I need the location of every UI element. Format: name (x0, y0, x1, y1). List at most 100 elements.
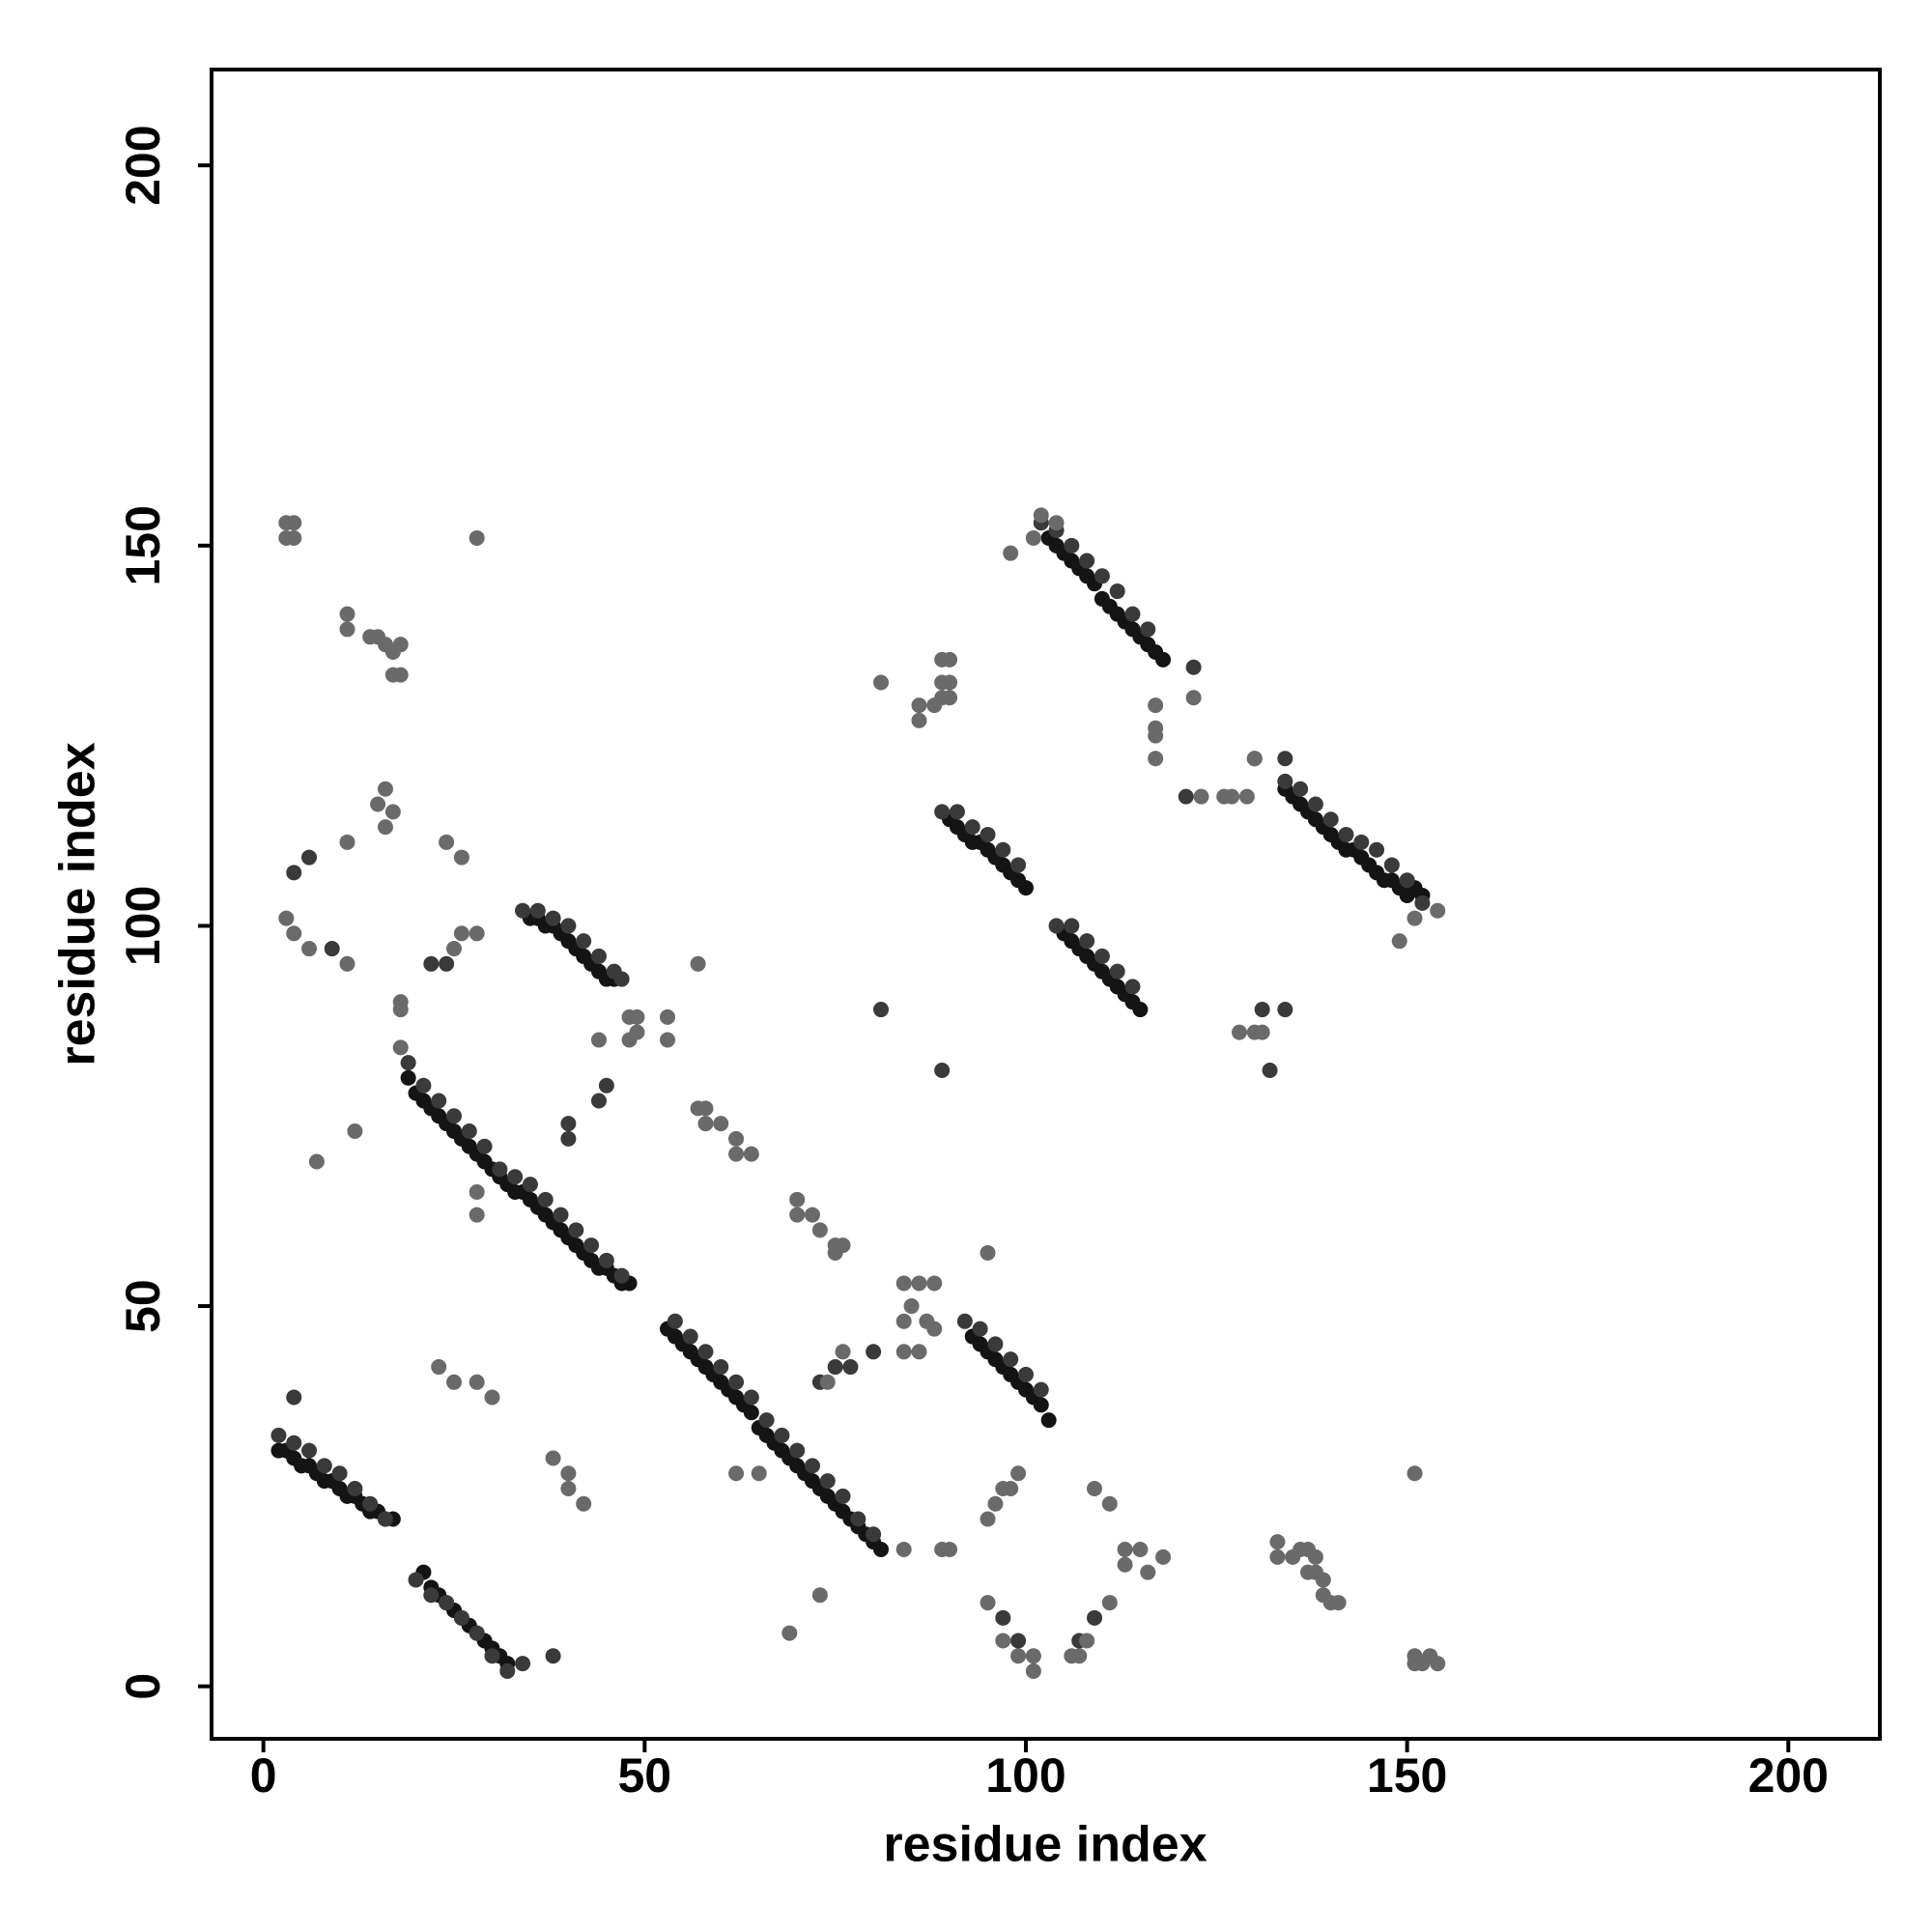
point (286, 529, 302, 546)
point (560, 918, 577, 934)
point (1148, 751, 1164, 767)
point (560, 1116, 577, 1132)
point (621, 1032, 638, 1048)
point (926, 1321, 943, 1337)
point (697, 1116, 714, 1132)
point (911, 697, 927, 714)
point (842, 1359, 859, 1376)
point (743, 1146, 759, 1162)
point (972, 1321, 988, 1337)
point (286, 1389, 302, 1406)
point (866, 1526, 882, 1543)
point (1010, 1465, 1027, 1482)
point (1109, 583, 1125, 600)
point (1430, 902, 1446, 919)
point (819, 1473, 836, 1490)
point (1094, 948, 1110, 964)
y-tick-label: 200 (116, 125, 170, 205)
point (445, 1108, 462, 1124)
point (1017, 1366, 1034, 1382)
point (1117, 1556, 1133, 1573)
point (484, 1648, 500, 1664)
point (347, 1122, 363, 1139)
point (1231, 1024, 1247, 1040)
point (1117, 1541, 1133, 1557)
point (1269, 1534, 1286, 1550)
point (377, 781, 393, 797)
plot-frame (210, 68, 1882, 1741)
point (439, 834, 455, 850)
point (728, 1130, 745, 1147)
point (286, 515, 302, 531)
point (286, 865, 302, 881)
point (301, 849, 318, 866)
point (1277, 751, 1293, 767)
point (445, 1374, 462, 1390)
point (301, 1442, 318, 1459)
point (1124, 606, 1141, 622)
point (576, 933, 592, 950)
point (431, 1093, 447, 1109)
x-tick-label: 50 (618, 1748, 672, 1803)
point (835, 1488, 851, 1504)
point (1277, 1002, 1293, 1018)
point (987, 1336, 1004, 1352)
point (453, 1609, 469, 1626)
point (804, 1207, 820, 1223)
x-axis-title: residue index (883, 1817, 1207, 1873)
point (1010, 857, 1027, 873)
point (835, 1344, 851, 1360)
point (1414, 895, 1431, 911)
point (751, 1465, 767, 1482)
point (339, 955, 355, 972)
point (469, 1183, 485, 1200)
point (1307, 796, 1323, 812)
point (1101, 1495, 1118, 1512)
point (445, 941, 462, 957)
point (667, 1313, 683, 1329)
point (827, 1359, 843, 1376)
point (1338, 826, 1354, 842)
point (895, 1275, 912, 1292)
point (660, 1032, 676, 1048)
point (713, 1116, 729, 1132)
point (942, 651, 958, 668)
point (439, 955, 455, 972)
point (1094, 568, 1110, 584)
point (331, 1465, 348, 1482)
point (743, 1405, 759, 1421)
point (827, 1244, 843, 1261)
point (576, 1495, 592, 1512)
point (811, 1222, 828, 1238)
point (1079, 933, 1095, 950)
x-tick-label: 200 (1748, 1748, 1829, 1803)
point (690, 955, 706, 972)
point (1246, 751, 1263, 767)
point (1010, 1648, 1027, 1664)
point (392, 637, 409, 653)
point (400, 1069, 416, 1086)
point (980, 826, 996, 842)
point (1353, 834, 1370, 850)
point (1017, 880, 1034, 896)
point (1124, 979, 1141, 995)
x-tick-label: 0 (250, 1748, 277, 1803)
point (850, 1511, 867, 1527)
point (995, 1609, 1011, 1626)
point (613, 971, 630, 987)
point (392, 667, 409, 683)
point (926, 1275, 943, 1292)
point (568, 1222, 584, 1238)
point (1269, 1548, 1286, 1565)
point (1391, 933, 1407, 950)
point (598, 1077, 614, 1094)
point (980, 1595, 996, 1611)
point (590, 1093, 607, 1109)
y-tick-label: 0 (116, 1673, 170, 1700)
y-axis-title: residue index (50, 742, 106, 1065)
point (423, 955, 440, 972)
point (774, 1427, 790, 1443)
point (1369, 841, 1385, 858)
point (439, 1595, 455, 1611)
